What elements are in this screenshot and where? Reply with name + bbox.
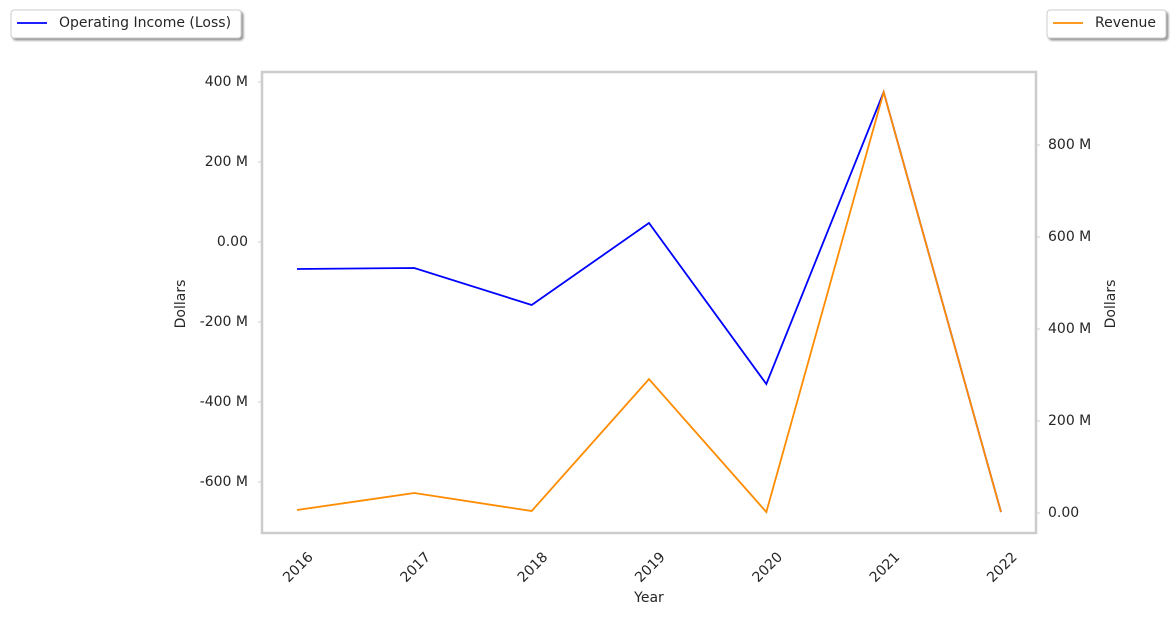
x-tick-label: 2022 bbox=[984, 549, 1021, 586]
y-axis-label: Dollars bbox=[173, 280, 189, 329]
legend: Operating Income (Loss) bbox=[10, 9, 242, 39]
y2-tick-label: 600 M bbox=[1048, 229, 1091, 245]
series-line bbox=[296, 88, 1002, 514]
x-tick-label: 2021 bbox=[867, 549, 904, 586]
y-tick-label: 0.00 bbox=[217, 234, 248, 250]
x-tick-label: 2016 bbox=[280, 549, 317, 586]
y-tick-label: 400 M bbox=[205, 74, 248, 90]
x-tick-label: 2019 bbox=[632, 549, 669, 586]
x-axis-label: Year bbox=[633, 590, 664, 606]
legend-box bbox=[1046, 9, 1167, 39]
x-tick-label: 2018 bbox=[515, 549, 552, 586]
y-tick-label: 200 M bbox=[205, 154, 248, 170]
y-tick-label: -600 M bbox=[200, 474, 248, 490]
legend-label: Operating Income (Loss) bbox=[59, 15, 231, 31]
plot-frame bbox=[260, 70, 1038, 535]
y-tick-label: -200 M bbox=[200, 314, 248, 330]
legend: Revenue bbox=[1046, 9, 1167, 39]
y2-tick-label: 0.00 bbox=[1048, 505, 1079, 521]
x-tick-label: 2017 bbox=[397, 549, 434, 586]
legend-box bbox=[10, 9, 242, 39]
y2-tick-label: 200 M bbox=[1048, 413, 1091, 429]
y2-tick-label: 400 M bbox=[1048, 321, 1091, 337]
y2-tick-label: 800 M bbox=[1048, 137, 1091, 153]
x-tick-label: 2020 bbox=[749, 549, 786, 586]
legend-label: Revenue bbox=[1095, 15, 1156, 31]
series-line bbox=[296, 89, 1002, 513]
y2-axis-label: Dollars bbox=[1103, 280, 1119, 329]
y-tick-label: -400 M bbox=[200, 394, 248, 410]
